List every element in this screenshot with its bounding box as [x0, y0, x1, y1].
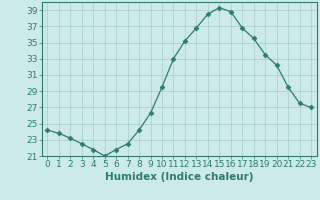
- X-axis label: Humidex (Indice chaleur): Humidex (Indice chaleur): [105, 172, 253, 182]
